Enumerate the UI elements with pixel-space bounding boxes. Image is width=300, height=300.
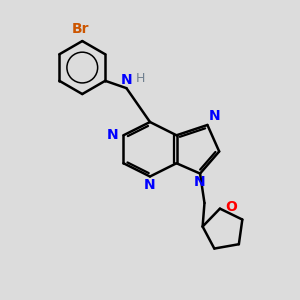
Text: Br: Br — [72, 22, 90, 36]
Text: N: N — [121, 73, 132, 87]
Text: H: H — [136, 72, 145, 85]
Text: N: N — [209, 110, 220, 124]
Text: N: N — [194, 175, 206, 189]
Text: O: O — [225, 200, 237, 214]
Text: N: N — [144, 178, 156, 192]
Text: N: N — [106, 128, 118, 142]
